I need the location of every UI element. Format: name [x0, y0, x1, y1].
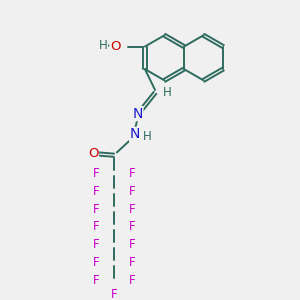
Text: F: F [111, 288, 117, 300]
Text: F: F [129, 238, 135, 251]
Text: F: F [129, 202, 135, 215]
Text: N: N [133, 106, 143, 121]
Text: F: F [93, 202, 99, 215]
Text: F: F [129, 256, 135, 269]
Text: N: N [130, 128, 140, 141]
Text: H: H [99, 39, 107, 52]
Text: F: F [129, 274, 135, 287]
Text: O: O [110, 40, 120, 53]
Text: O: O [88, 147, 98, 160]
Text: F: F [93, 274, 99, 287]
Text: H: H [142, 130, 151, 143]
Text: F: F [93, 238, 99, 251]
Text: F: F [93, 256, 99, 269]
Text: H: H [163, 86, 172, 99]
Text: F: F [93, 184, 99, 198]
Text: F: F [129, 184, 135, 198]
Text: F: F [129, 167, 135, 180]
Text: F: F [129, 220, 135, 233]
Text: F: F [93, 220, 99, 233]
Text: F: F [93, 167, 99, 180]
